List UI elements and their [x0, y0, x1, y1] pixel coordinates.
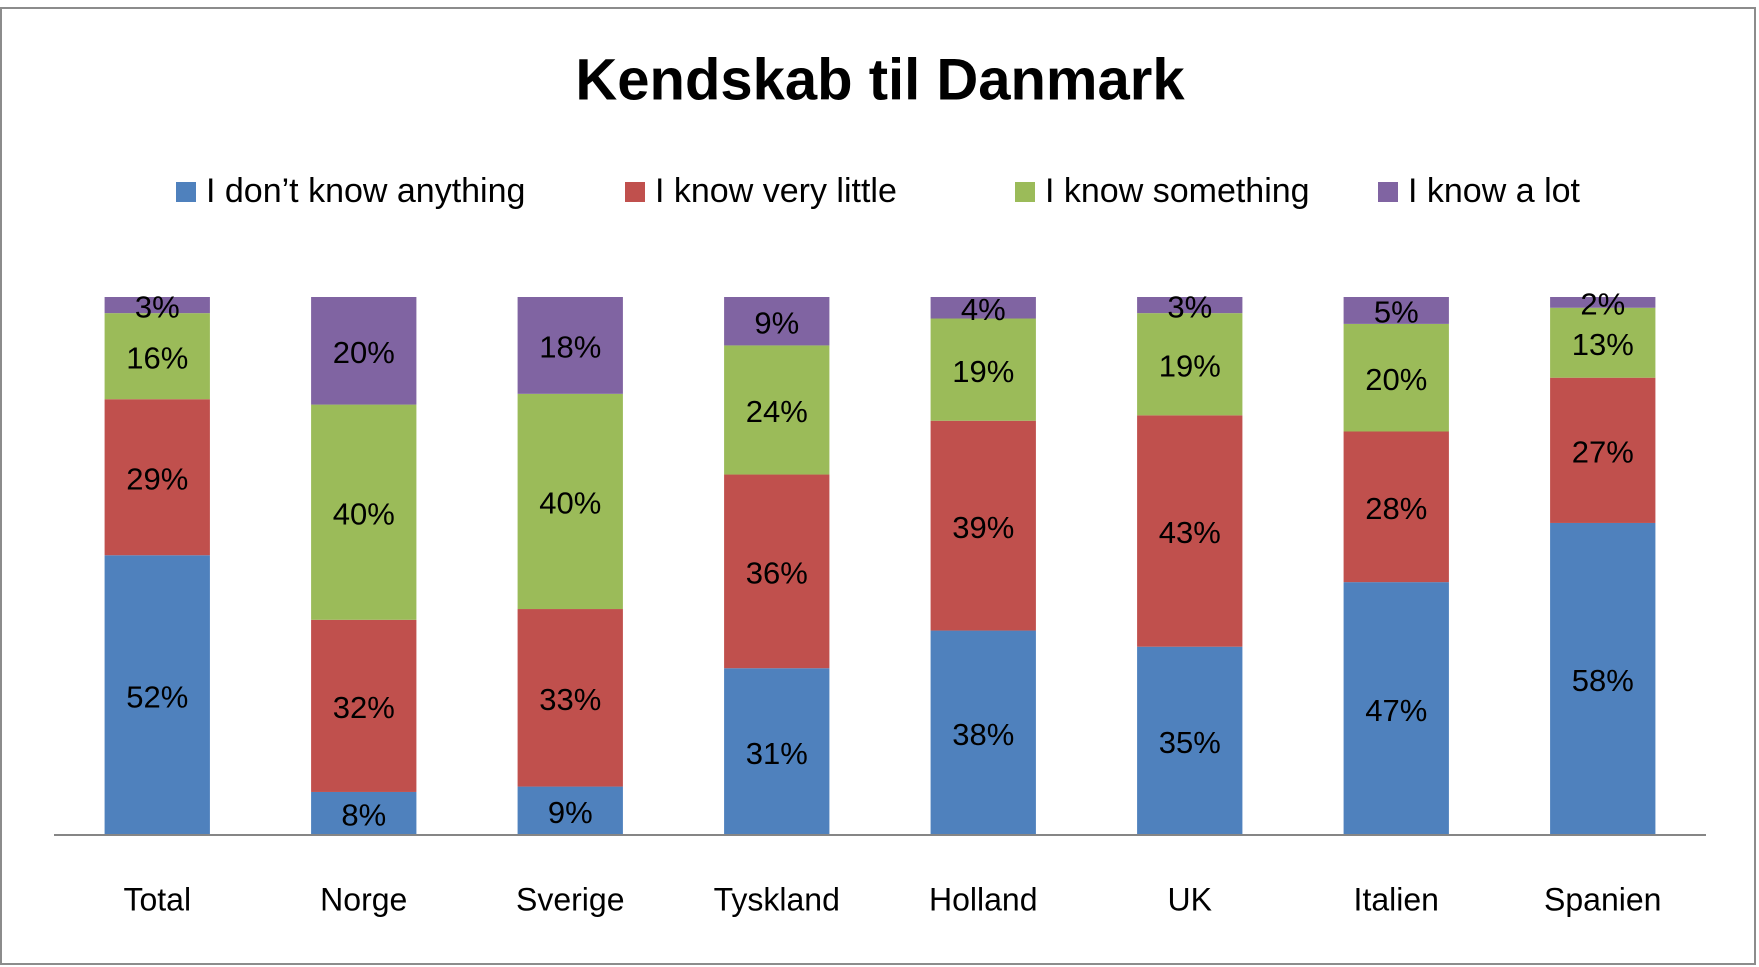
bar-segment [311, 404, 417, 620]
data-label: 13% [1572, 327, 1634, 362]
data-label: 3% [135, 289, 180, 324]
data-label: 40% [333, 496, 395, 531]
bar-segment [104, 313, 210, 400]
bar-segment [311, 791, 417, 835]
data-label: 19% [1159, 348, 1221, 383]
bar-segment [1137, 313, 1243, 416]
data-label: 27% [1572, 435, 1634, 470]
bar-segment [1550, 307, 1656, 378]
data-label: 3% [1167, 289, 1212, 324]
data-label: 31% [746, 736, 808, 771]
data-label: 47% [1365, 693, 1427, 728]
legend-swatch [176, 182, 196, 202]
bar-segment [517, 609, 623, 787]
chart-title: Kendskab til Danmark [575, 47, 1185, 112]
data-label: 19% [952, 354, 1014, 389]
data-label: 35% [1159, 725, 1221, 760]
x-tick-label: Holland [929, 881, 1038, 917]
legend-swatch [625, 182, 645, 202]
legend-label: I know very little [655, 172, 897, 210]
legend-label: I know something [1045, 172, 1310, 210]
data-label: 24% [746, 394, 808, 429]
bar-segment [311, 297, 417, 405]
bar-segment [930, 297, 1036, 319]
x-tick-label: Sverige [516, 881, 625, 917]
data-label: 39% [952, 510, 1014, 545]
x-tick-label: Italien [1354, 881, 1439, 917]
bar-segment [517, 786, 623, 835]
bar-segment [1550, 522, 1656, 835]
data-label: 36% [746, 556, 808, 591]
bar-segment [724, 345, 830, 475]
data-label: 40% [539, 486, 601, 521]
data-label: 32% [333, 690, 395, 725]
bar-segment [1343, 582, 1449, 835]
data-label: 52% [126, 679, 188, 714]
bar-segment [930, 318, 1036, 421]
data-label: 2% [1580, 287, 1625, 322]
data-label: 9% [754, 305, 799, 340]
legend-swatch [1015, 182, 1035, 202]
data-label: 29% [126, 461, 188, 496]
bar-segment [104, 297, 210, 314]
x-tick-label: Norge [320, 881, 407, 917]
data-label: 16% [126, 340, 188, 375]
bar-segment [517, 297, 623, 394]
bar-segment [724, 297, 830, 346]
bar-segment [1137, 415, 1243, 647]
legend-label: I don’t know anything [206, 172, 525, 210]
x-tick-label: Tyskland [714, 881, 840, 917]
bar-segment [104, 399, 210, 556]
bar-segment [930, 420, 1036, 631]
x-tick-label: Total [123, 881, 191, 917]
data-label: 18% [539, 330, 601, 365]
data-label: 20% [333, 335, 395, 370]
bar-segment [517, 393, 623, 610]
bar-segment [104, 555, 210, 835]
data-label: 28% [1365, 491, 1427, 526]
x-tick-label: UK [1168, 881, 1212, 917]
data-label: 38% [952, 717, 1014, 752]
bar-segment [724, 668, 830, 835]
data-label: 8% [341, 798, 386, 833]
x-tick-label: Spanien [1544, 881, 1661, 917]
bar-segment [930, 630, 1036, 835]
bar-segment [311, 619, 417, 792]
data-label: 4% [961, 292, 1006, 327]
bar-segment [724, 474, 830, 669]
bar-segment [1550, 377, 1656, 523]
bar-segment [1137, 646, 1243, 835]
legend-swatch [1378, 182, 1398, 202]
bar-segment [1137, 297, 1243, 314]
data-label: 20% [1365, 362, 1427, 397]
bar-segment [1343, 297, 1449, 324]
bar-segment [1550, 297, 1656, 308]
legend-label: I know a lot [1408, 172, 1581, 210]
data-label: 43% [1159, 515, 1221, 550]
data-label: 9% [548, 795, 593, 830]
bar-segment [1343, 431, 1449, 583]
chart-border [0, 7, 1756, 965]
data-label: 5% [1374, 295, 1419, 330]
bar-segment [1343, 323, 1449, 432]
data-label: 33% [539, 682, 601, 717]
data-label: 58% [1572, 663, 1634, 698]
